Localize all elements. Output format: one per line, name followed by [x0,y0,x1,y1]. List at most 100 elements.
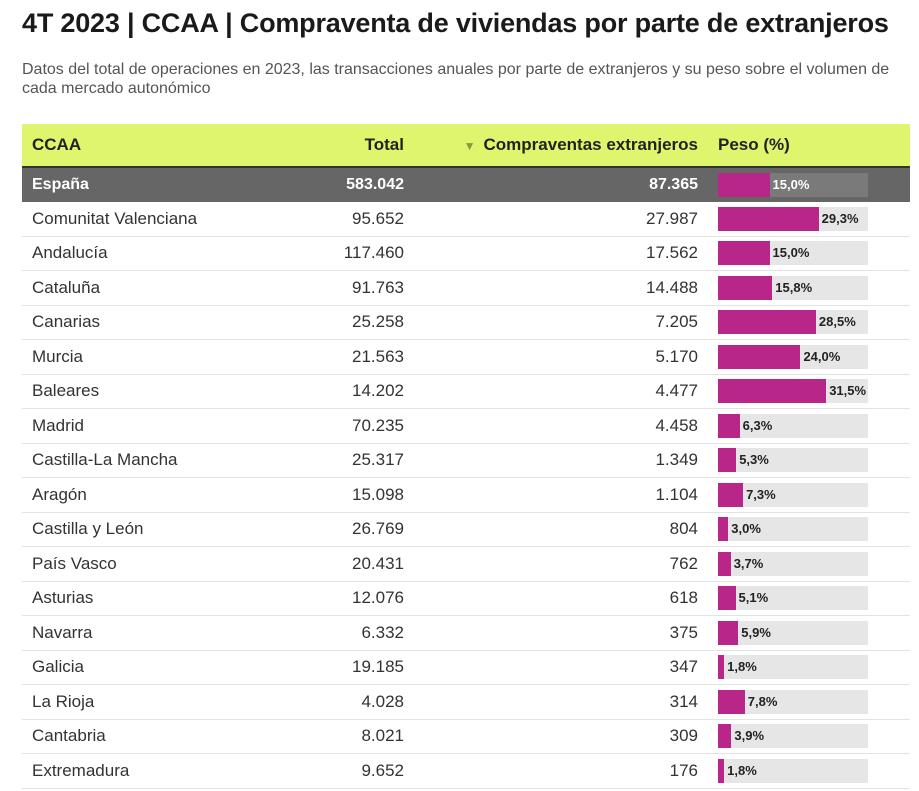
cell-total: 12.076 [352,588,404,608]
bar-label: 6,3% [742,417,773,433]
table-row: Navarra 6.332 375 5,9% [22,616,910,651]
bar-fill [718,206,819,231]
column-header-total[interactable]: Total [284,124,414,168]
table-row: Castilla y León 26.769 804 3,0% [22,512,910,547]
table-row: País Vasco 20.431 762 3,7% [22,547,910,582]
bar-fill [718,586,736,611]
bar-track: 5,3% [718,448,868,473]
table-row: Madrid 70.235 4.458 6,3% [22,409,910,444]
cell-peso: 5,1% [708,581,910,616]
table-row: Aragón 15.098 1.104 7,3% [22,478,910,512]
bar-label: 29,3% [821,210,859,226]
cell-extranjeros: 804 [669,519,698,539]
cell-name: Castilla-La Mancha [32,450,178,470]
cell-name: España [32,175,89,193]
bar-label: 5,9% [741,624,771,640]
cell-peso: 6,3% [708,409,910,444]
cell-peso: 1,8% [708,650,910,685]
bar-fill [718,655,725,680]
bar-track: 29,3% [718,206,868,231]
bar-fill [718,448,737,473]
table-row: La Rioja 4.028 314 7,8% [22,685,910,720]
bar-track: 5,9% [718,620,868,645]
cell-total: 25.258 [352,312,404,332]
bar-fill [718,172,770,197]
bar-track: 3,9% [718,724,868,749]
cell-extranjeros: 1.349 [655,450,698,470]
bar-fill [718,758,725,783]
table-row: Asturias 12.076 618 5,1% [22,581,910,616]
cell-name: Cantabria [32,726,106,746]
bar-label: 3,9% [734,728,765,744]
cell-peso: 7,8% [708,685,910,720]
column-header-ccaa[interactable]: CCAA [22,124,284,168]
table-row: Extremadura 9.652 176 1,8% [22,754,910,789]
bar-label: 15,0% [772,176,810,192]
cell-total: 14.202 [352,381,404,401]
cell-total: 19.185 [352,657,404,677]
cell-extranjeros: 347 [669,657,698,677]
bar-label: 24,0% [803,348,841,364]
bar-track: 15,0% [718,172,868,197]
cell-total: 4.028 [361,691,404,711]
cell-extranjeros: 14.488 [646,277,698,297]
bar-fill [718,620,739,645]
cell-total: 91.763 [352,277,404,297]
cell-total: 25.317 [352,450,404,470]
cell-peso: 29,3% [708,202,910,237]
cell-extranjeros: 7.205 [655,312,698,332]
cell-extranjeros: 762 [669,553,698,573]
cell-name: Comunitat Valenciana [32,208,198,228]
bar-label: 3,0% [731,521,761,537]
cell-peso: 5,9% [708,616,910,651]
cell-extranjeros: 27.987 [646,208,698,228]
bar-track: 3,7% [718,551,868,576]
bar-track: 7,3% [718,482,868,507]
bar-track: 6,3% [718,413,868,438]
bar-label: 5,3% [739,452,769,468]
table-row: Canarias 25.258 7.205 28,5% [22,305,910,340]
bar-fill [718,517,729,542]
bar-fill [718,344,801,369]
cell-name: Galicia [32,657,84,677]
bar-label: 15,8% [775,279,813,295]
cell-peso: 3,7% [708,547,910,582]
bar-label: 3,7% [733,555,764,571]
cell-peso: 15,0% [708,236,910,271]
cell-peso: 15,0% [708,167,910,202]
sort-desc-icon: ▼ [463,139,476,153]
column-header-extranjeros[interactable]: ▼ Compraventas extranjeros [414,124,708,168]
column-header-peso[interactable]: Peso (%) [708,124,910,168]
cell-extranjeros: 4.458 [655,415,698,435]
cell-peso: 3,0% [708,512,910,547]
table-header-row: CCAA Total ▼ Compraventas extranjeros Pes… [22,124,910,168]
cell-peso: 1,8% [708,754,910,789]
cell-name: Baleares [32,381,100,401]
cell-name: Madrid [32,415,84,435]
bar-label: 7,3% [746,486,776,502]
bar-track: 1,8% [718,655,868,680]
bar-track: 24,0% [718,344,868,369]
table-row: Galicia 19.185 347 1,8% [22,650,910,685]
cell-extranjeros: 4.477 [655,381,698,401]
bar-fill [718,275,773,300]
cell-extranjeros: 314 [669,691,698,711]
bar-track: 28,5% [718,310,868,335]
cell-extranjeros: 5.170 [655,346,698,366]
bar-label: 15,0% [772,245,810,261]
cell-name: Murcia [32,346,84,366]
cell-peso: 31,5% [708,374,910,409]
cell-peso: 24,0% [708,340,910,375]
table-row: Baleares 14.202 4.477 31,5% [22,374,910,409]
cell-peso: 28,5% [708,305,910,340]
bar-label: 7,8% [747,693,778,709]
cell-total: 15.098 [352,484,404,504]
cell-total: 8.021 [361,726,404,746]
cell-name: Extremadura [32,760,130,780]
cell-extranjeros: 1.104 [655,484,698,504]
cell-total: 583.042 [346,175,404,193]
cell-name: Asturias [32,588,94,608]
bar-label: 31,5% [829,383,867,399]
cell-extranjeros: 17.562 [646,243,698,263]
